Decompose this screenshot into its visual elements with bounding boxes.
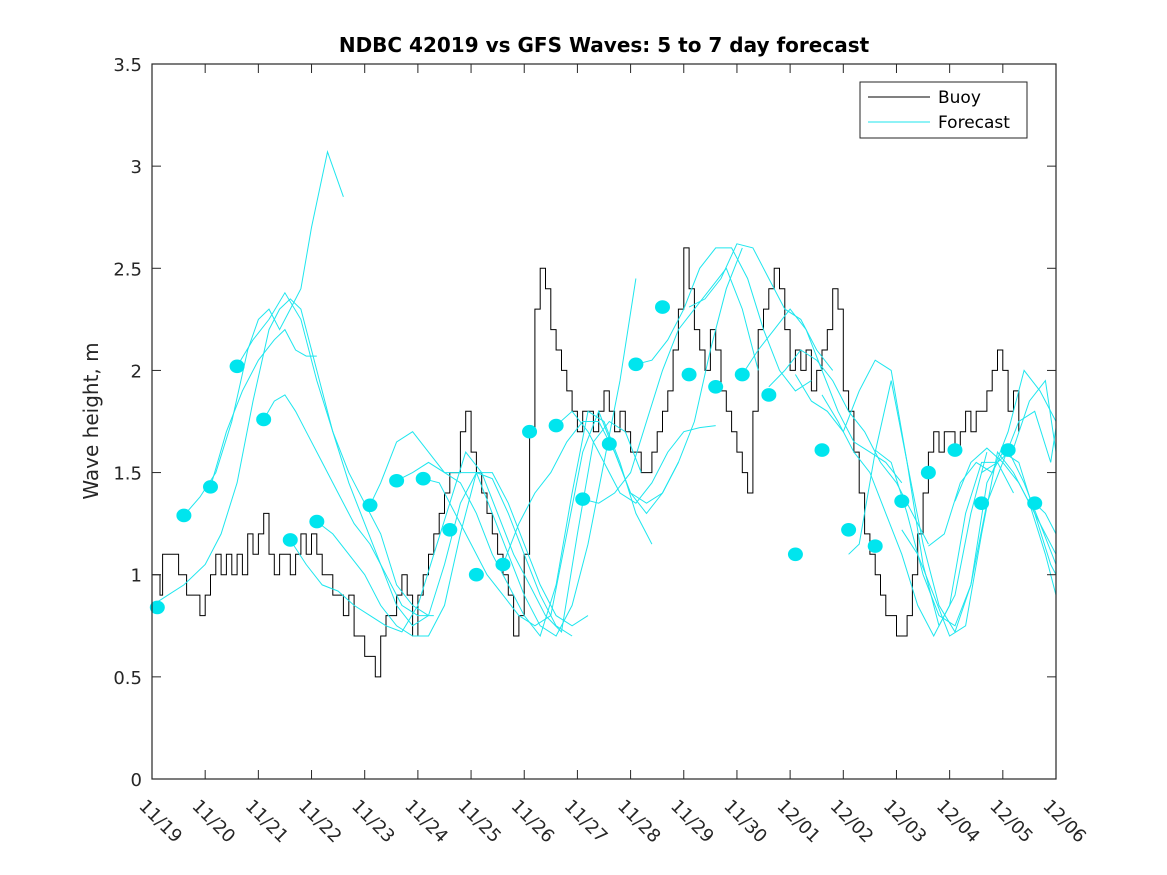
forecast-initial-point [761, 388, 777, 402]
forecast-initial-point [468, 567, 484, 582]
forecast-initial-point [734, 367, 750, 382]
y-tick-label: 1 [131, 566, 142, 587]
y-axis: 0 0.5 1 1.5 2 2.5 3 3.5 [113, 55, 1056, 791]
forecast-initial-point [176, 508, 192, 523]
forecast-series-line [874, 449, 1057, 627]
forecast-series-line [396, 410, 653, 638]
axes-frame [151, 63, 1057, 780]
y-tick-label: 0.5 [113, 668, 142, 689]
forecast-initial-point [814, 443, 830, 457]
legend: Buoy Forecast [859, 81, 1028, 139]
forecast-initial-point [415, 471, 431, 486]
forecast-series-line [794, 359, 988, 628]
forecast-initial-point [1000, 443, 1016, 457]
forecast-initial-point [867, 539, 883, 553]
forecast-series-line [423, 409, 679, 627]
forecast-initial-point [389, 473, 405, 488]
y-tick-label: 3 [131, 157, 142, 178]
forecast-initial-point [575, 492, 591, 506]
forecast-initial-point [894, 494, 910, 508]
forecast-initial-point [202, 480, 218, 494]
forecast-initial-point [628, 357, 644, 372]
forecast-initial-point [522, 424, 538, 439]
forecast-initial-point [442, 522, 458, 537]
forecast-series-line [369, 278, 637, 637]
forecast-series-line [821, 394, 1014, 638]
forecast-initial-point [974, 496, 990, 511]
forecast-initial-point [947, 443, 963, 457]
forecast-initial-point [681, 367, 697, 382]
y-tick-label: 0 [131, 770, 142, 791]
chart-title: NDBC 42019 vs GFS Waves: 5 to 7 day fore… [339, 33, 870, 57]
forecast-series-line [928, 369, 1057, 547]
forecast-series-line [236, 291, 429, 617]
forecast-initial-point [1027, 496, 1043, 511]
y-axis-label: Wave height, m [79, 342, 103, 499]
y-tick-label: 2 [131, 361, 142, 382]
forecast-series-line [151, 298, 589, 627]
marker-layer [149, 300, 1043, 615]
y-tick-label: 3.5 [113, 55, 142, 76]
legend-forecast-label: Forecast [938, 113, 1010, 133]
legend-buoy-label: Buoy [938, 88, 981, 108]
forecast-initial-point [282, 533, 298, 547]
forecast-series-line [954, 410, 1057, 502]
forecast-initial-point [787, 547, 803, 562]
y-tick-label: 1.5 [113, 464, 142, 485]
forecast-initial-point [495, 557, 511, 572]
forecast-initial-point [654, 300, 670, 314]
forecast-initial-point [309, 514, 325, 529]
forecast-series-line [555, 410, 716, 504]
forecast-series-line [210, 328, 317, 488]
forecast-series-line [582, 267, 759, 504]
forecast-series-line [901, 450, 1057, 637]
buoy-series-line [152, 247, 1020, 678]
forecast-series-line [263, 394, 434, 617]
series-layer [151, 149, 1057, 678]
forecast-series-line [741, 308, 903, 484]
forecast-initial-point [601, 437, 617, 451]
forecast-series-line [502, 247, 743, 565]
y-tick-label: 2.5 [113, 259, 142, 280]
forecast-series-line [981, 379, 1057, 474]
forecast-initial-point [841, 522, 857, 537]
forecast-initial-point [708, 379, 724, 394]
forecast-initial-point [548, 418, 564, 433]
forecast-series-line [688, 243, 834, 371]
forecast-initial-point [229, 359, 245, 374]
forecast-initial-point [256, 412, 272, 427]
forecast-series-line [768, 349, 929, 545]
forecast-series-line [183, 149, 344, 516]
forecast-initial-point [920, 465, 936, 480]
forecast-series-line [316, 471, 573, 637]
legend-box [859, 81, 1028, 139]
forecast-initial-point [362, 498, 378, 513]
forecast-initial-point [149, 600, 165, 615]
